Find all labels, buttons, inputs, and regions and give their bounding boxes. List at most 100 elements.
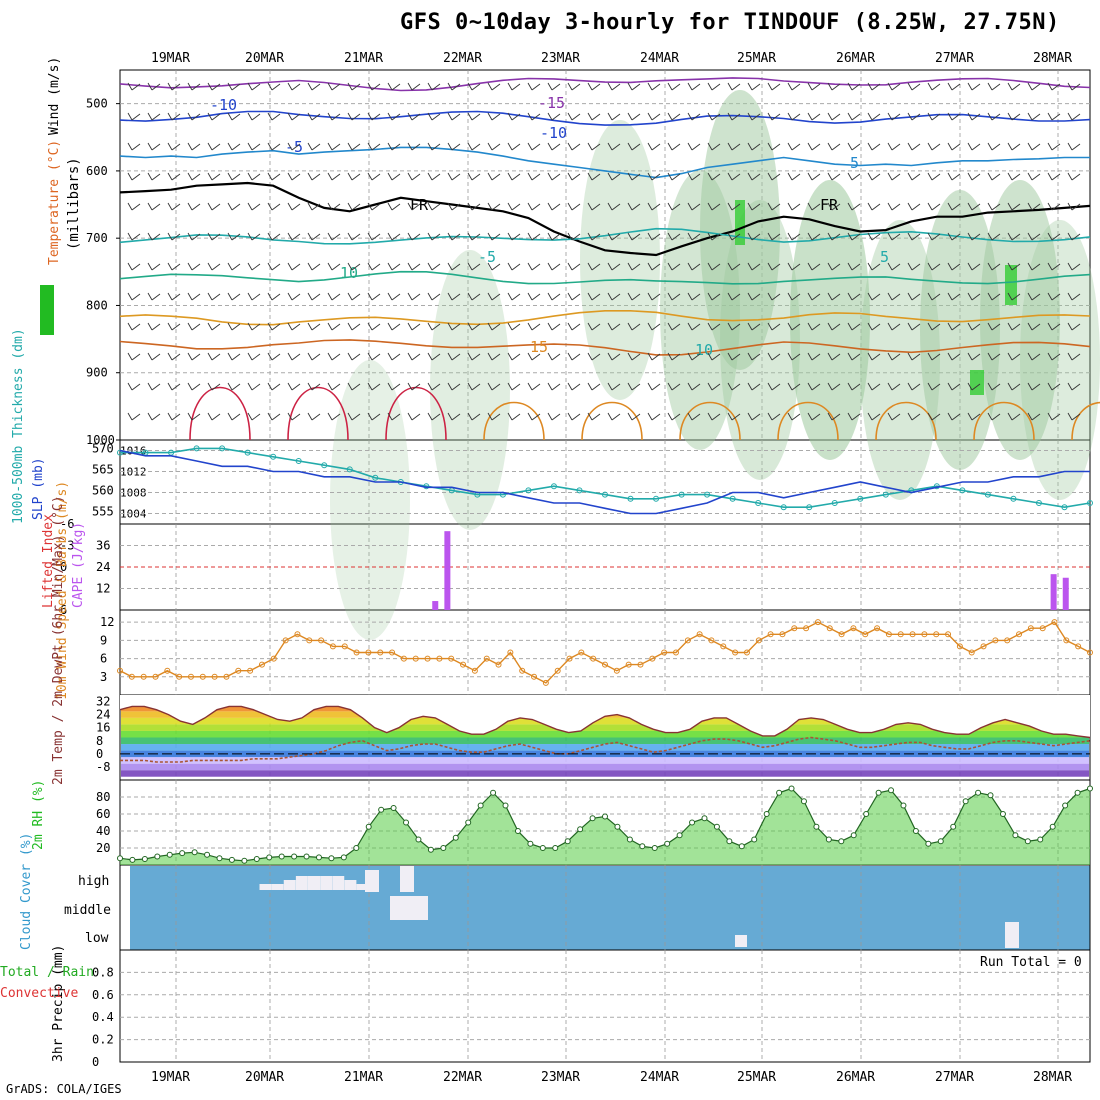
- wind-speed-point: [258, 661, 265, 668]
- wind-barb: [1027, 112, 1041, 121]
- wind-speed-point: [649, 655, 656, 662]
- wind-barb: [587, 172, 601, 181]
- rh-point: [527, 840, 534, 847]
- wind-barb: [747, 292, 761, 301]
- wind-barb: [827, 412, 841, 421]
- rh-point: [602, 813, 608, 820]
- precip-ytick-label: 0: [92, 1055, 99, 1069]
- wind-speed-point: [460, 661, 467, 668]
- wind-barb: [507, 142, 521, 151]
- surface-isotherm: [777, 401, 839, 441]
- wind-speed-point: [885, 631, 892, 638]
- wind-barb: [367, 352, 381, 361]
- wind-barb: [787, 292, 801, 301]
- wind-barb: [847, 382, 861, 391]
- rh-point: [987, 792, 994, 799]
- wind-barb: [827, 352, 841, 361]
- date-label-top: 28MAR: [1033, 51, 1072, 66]
- wind-barb: [1047, 202, 1061, 211]
- isotherm-line: [119, 110, 1091, 126]
- wind-barb: [707, 322, 721, 331]
- wind-barb: [447, 262, 461, 271]
- wind-barb: [267, 382, 281, 391]
- surface-isotherm: [973, 401, 1035, 441]
- wind-barb: [147, 82, 161, 91]
- wind-speed-point: [270, 655, 277, 662]
- wind-barb: [507, 172, 521, 181]
- wind-barb: [227, 172, 241, 181]
- wind-barb: [307, 172, 321, 181]
- wind-barb: [967, 412, 981, 421]
- wind-barb: [707, 352, 721, 361]
- wind-barb: [1027, 202, 1041, 211]
- wind-barb: [407, 352, 421, 361]
- wind-barb: [867, 412, 881, 421]
- wind-barb: [1047, 382, 1061, 391]
- wind-barb: [127, 352, 141, 361]
- wind-barb: [427, 232, 441, 241]
- rh-shading: [790, 180, 870, 460]
- wind-barb: [787, 382, 801, 391]
- wind-barb: [907, 202, 921, 211]
- rh-point: [502, 802, 509, 809]
- wind-barb: [947, 112, 961, 121]
- wind-barb: [607, 352, 621, 361]
- wind-barb: [1027, 82, 1041, 91]
- wind-speed-point: [602, 661, 608, 668]
- wind-barb: [407, 412, 421, 421]
- upper-ytick-label: 1000: [86, 433, 115, 447]
- wind-barb: [387, 232, 401, 241]
- wind-barb: [727, 112, 741, 121]
- wind-barb: [907, 352, 921, 361]
- wind-barb: [327, 232, 341, 241]
- temp-ytick-label: 16: [96, 721, 110, 735]
- cloud-high-bar: [400, 866, 414, 892]
- wind-barb: [1067, 382, 1081, 391]
- wind-barb: [287, 82, 301, 91]
- wind-barb: [887, 202, 901, 211]
- wind-barb: [547, 412, 561, 421]
- wind-barb: [227, 322, 241, 331]
- wind-barb: [967, 142, 981, 151]
- wind-barb: [207, 172, 221, 181]
- wind-barb: [267, 142, 281, 151]
- wind-speed-point: [483, 655, 490, 662]
- wind-barb: [187, 412, 201, 421]
- wind-barb: [407, 82, 421, 91]
- wind-barb: [367, 202, 381, 211]
- wind-barb: [907, 382, 921, 391]
- wind-speed-point: [968, 649, 975, 656]
- rh-point: [340, 854, 347, 861]
- wind-barb: [887, 82, 901, 91]
- wind-barb: [207, 262, 221, 271]
- wind-barb: [387, 202, 401, 211]
- wind-speed-point: [294, 631, 301, 638]
- wind-barb: [687, 142, 701, 151]
- wind-barb: [987, 112, 1001, 121]
- precip-ytick-label: 0.4: [92, 1010, 114, 1024]
- wind-barb: [807, 292, 821, 301]
- cloud-low-bar: [735, 935, 747, 947]
- thickness-point: [295, 458, 302, 464]
- contour-label: FR: [410, 196, 429, 214]
- upper-ylabel-temp: Temperature (°C): [47, 140, 62, 265]
- contour-label: -5: [285, 138, 303, 156]
- rh-point: [726, 838, 733, 845]
- wind-barb: [767, 322, 781, 331]
- wind-barb: [867, 202, 881, 211]
- wind-barb: [1067, 262, 1081, 271]
- wind-speed-point: [720, 643, 727, 650]
- wind-barb: [647, 352, 661, 361]
- wind-speed-point: [992, 637, 999, 644]
- wind-barb: [147, 292, 161, 301]
- wind-barb: [1067, 202, 1081, 211]
- thickness-point: [576, 487, 583, 494]
- wind-barb: [167, 352, 181, 361]
- wind-barb: [447, 292, 461, 301]
- rh-point: [751, 836, 758, 843]
- wind-barb: [567, 142, 581, 151]
- wind-barb: [127, 412, 141, 421]
- thickness-point: [550, 483, 557, 490]
- wind-barb: [1047, 292, 1061, 301]
- wind-barb: [807, 412, 821, 421]
